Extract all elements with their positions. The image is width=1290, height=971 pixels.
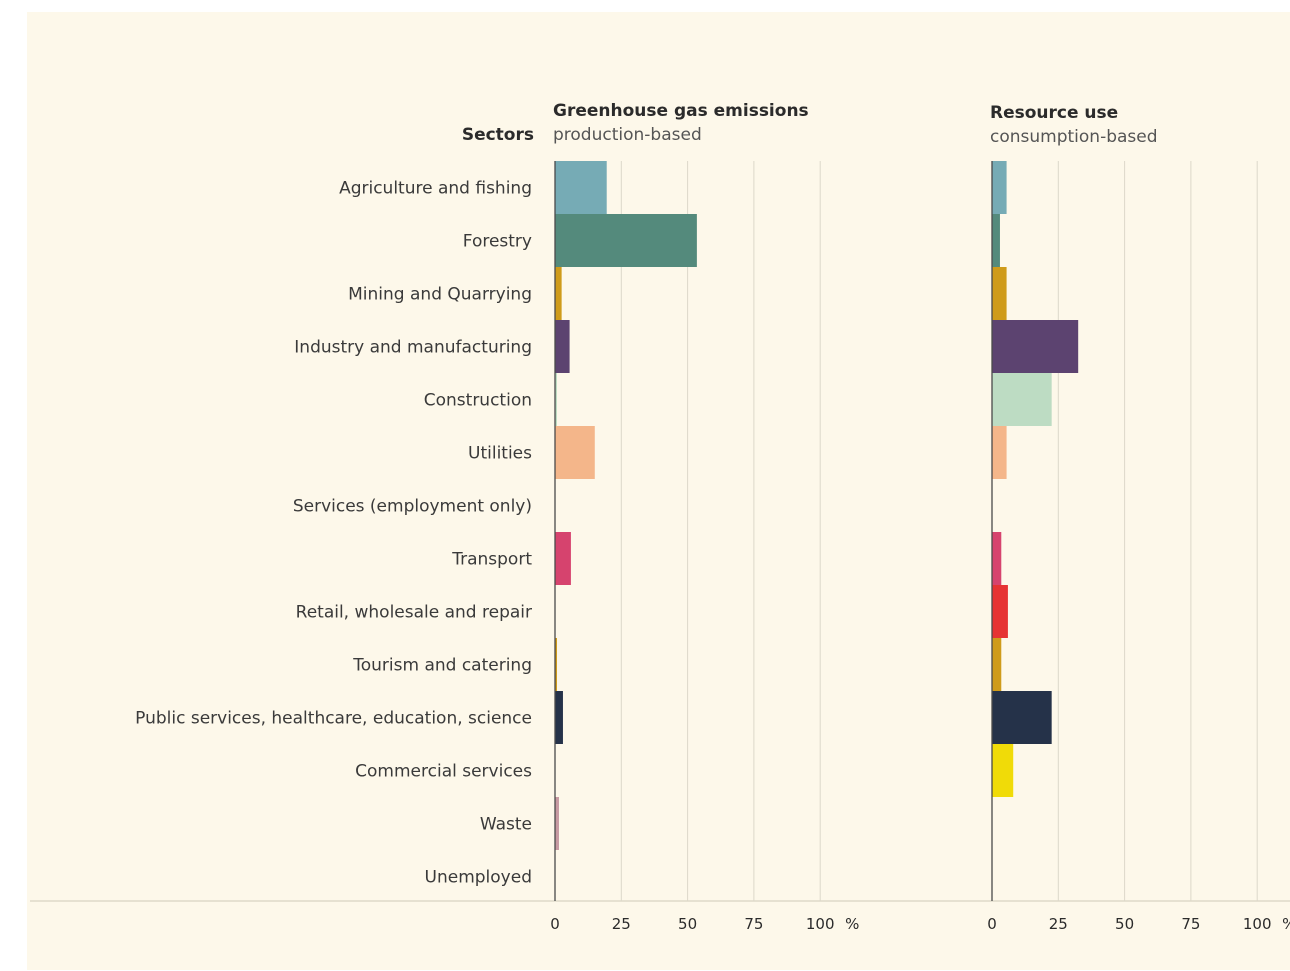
category-label: Agriculture and fishing xyxy=(339,179,532,199)
category-label: Commercial services xyxy=(355,762,532,782)
bar xyxy=(992,320,1079,373)
panel-title: Resource use xyxy=(990,103,1118,123)
bar xyxy=(992,426,1007,479)
bar xyxy=(555,797,559,850)
category-label: Public services, healthcare, education, … xyxy=(135,709,532,729)
sectors-header: Sectors xyxy=(462,125,534,145)
category-label: Unemployed xyxy=(425,868,532,888)
category-label: Waste xyxy=(480,815,532,835)
bar xyxy=(555,320,570,373)
bar xyxy=(992,585,1008,638)
bar xyxy=(992,161,1007,214)
x-tick-label: 75 xyxy=(1181,915,1200,933)
panel-subtitle: consumption-based xyxy=(990,127,1158,147)
bar xyxy=(555,426,595,479)
x-tick-label: 100 xyxy=(806,915,835,933)
unit-label: % xyxy=(845,915,859,933)
category-label: Mining and Quarrying xyxy=(348,285,532,305)
panel-title: Greenhouse gas emissions xyxy=(553,101,809,121)
bar xyxy=(555,161,607,214)
x-tick-label: 100 xyxy=(1243,915,1272,933)
bar xyxy=(555,638,557,691)
bar xyxy=(992,691,1052,744)
bar xyxy=(555,691,563,744)
category-label: Industry and manufacturing xyxy=(294,338,532,358)
category-label: Transport xyxy=(451,550,532,570)
x-tick-label: 0 xyxy=(987,915,997,933)
category-label: Retail, wholesale and repair xyxy=(296,603,532,623)
x-tick-label: 25 xyxy=(612,915,631,933)
bar xyxy=(555,373,557,426)
category-label: Utilities xyxy=(468,444,532,464)
bar xyxy=(555,267,562,320)
bar xyxy=(992,744,1014,797)
category-label: Tourism and catering xyxy=(352,656,532,676)
bar xyxy=(992,267,1007,320)
x-tick-label: 75 xyxy=(744,915,763,933)
x-tick-label: 50 xyxy=(1115,915,1134,933)
bar xyxy=(992,373,1052,426)
unit-label: % xyxy=(1282,915,1290,933)
x-tick-label: 0 xyxy=(550,915,560,933)
bar xyxy=(992,214,1000,267)
chart-container: Sectors Agriculture and fishing Forestry Mi… xyxy=(27,12,1290,970)
x-tick-label: 25 xyxy=(1049,915,1068,933)
bar xyxy=(992,638,1002,691)
category-label: Construction xyxy=(424,391,532,411)
category-label: Forestry xyxy=(463,232,532,252)
bar xyxy=(555,532,571,585)
bar xyxy=(555,214,697,267)
sector-bar-chart: Sectors Agriculture and fishing Forestry Mi… xyxy=(30,101,1290,933)
category-label: Services (employment only) xyxy=(293,497,532,517)
panel-subtitle: production-based xyxy=(553,125,702,145)
bar xyxy=(992,532,1002,585)
x-tick-label: 50 xyxy=(678,915,697,933)
